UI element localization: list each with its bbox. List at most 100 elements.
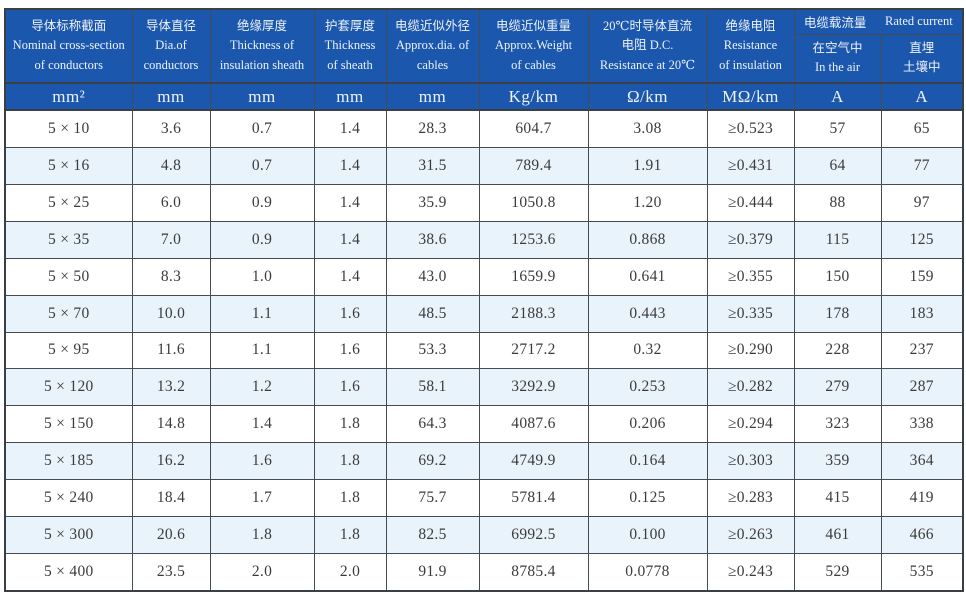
table-cell: 4749.9 [478, 442, 589, 480]
table-cell: 6.0 [131, 184, 211, 222]
table-cell: 279 [793, 368, 882, 407]
table-row: 5 × 185 16.2 1.6 1.8 69.2 4749.9 0.164 ≥0.303 35… [4, 442, 964, 480]
table-cell: 1.7 [209, 478, 315, 517]
col-header-approx-weight: 电缆近似重量 Approx.Weight of cables [478, 8, 589, 84]
table-cell: 91.9 [385, 552, 480, 592]
unit-conductor-dia: mm [131, 82, 211, 111]
table-cell: 31.5 [385, 147, 480, 186]
table-cell: 1050.8 [478, 184, 589, 222]
col-header-sheath-thickness: 护套厚度 Thickness of sheath [313, 8, 387, 84]
table-cell: 1.8 [313, 478, 387, 517]
table-cell: 5 × 300 [4, 515, 133, 554]
table-cell: 0.868 [587, 221, 708, 259]
col-group-rated-current: 电缆载流量 Rated current [793, 8, 964, 35]
header-row-main: 导体标称截面 Nominal cross-section of conducto… [4, 8, 964, 84]
table-cell: 5 × 240 [4, 478, 133, 517]
col-header-approx-dia: 电缆近似外径 Approx.dia. of cables [385, 8, 480, 84]
table-cell: 5 × 150 [4, 405, 133, 444]
table-cell: 8.3 [131, 257, 211, 296]
table-cell: 2717.2 [478, 331, 589, 370]
table-cell: 0.641 [587, 257, 708, 296]
table-cell: 0.253 [587, 368, 708, 407]
table-cell: 150 [793, 257, 882, 296]
table-cell: 1.8 [313, 515, 387, 554]
table-row: 5 × 240 18.4 1.7 1.8 75.7 5781.4 0.125 ≥0.283 41… [4, 478, 964, 517]
unit-approx-dia: mm [385, 82, 480, 111]
table-cell: 38.6 [385, 221, 480, 259]
col-header-current-in-air: 在空气中 In the air [793, 33, 882, 84]
table-row: 5 × 70 10.0 1.1 1.6 48.5 2188.3 0.443 ≥0.335 178… [4, 294, 964, 333]
table-cell: 359 [793, 442, 882, 480]
col-header-conductor-dia: 导体直径 Dia.of conductors [131, 8, 211, 84]
table-cell: ≥0.523 [706, 109, 795, 149]
table-cell: 64.3 [385, 405, 480, 444]
table-cell: 0.164 [587, 442, 708, 480]
table-cell: 159 [880, 257, 964, 296]
table-cell: 338 [880, 405, 964, 444]
table-cell: 5 × 70 [4, 294, 133, 333]
table-cell: 5 × 95 [4, 331, 133, 370]
table-cell: 1.1 [209, 331, 315, 370]
table-cell: ≥0.444 [706, 184, 795, 222]
table-cell: 1.4 [313, 184, 387, 222]
table-cell: ≥0.355 [706, 257, 795, 296]
table-cell: 419 [880, 478, 964, 517]
col-header-cross-section: 导体标称截面 Nominal cross-section of conducto… [4, 8, 133, 84]
table-row: 5 × 400 23.5 2.0 2.0 91.9 8785.4 0.0778 ≥0.243 5… [4, 552, 964, 592]
table-cell: 287 [880, 368, 964, 407]
table-cell: 604.7 [478, 109, 589, 149]
table-cell: 10.0 [131, 294, 211, 333]
table-cell: 57 [793, 109, 882, 149]
col-header-current-buried: 直埋 土壤中 [880, 33, 964, 84]
table-cell: 14.8 [131, 405, 211, 444]
table-cell: 1.4 [313, 221, 387, 259]
table-cell: 1.6 [313, 294, 387, 333]
table-row: 5 × 50 8.3 1.0 1.4 43.0 1659.9 0.641 ≥0.355 150 1… [4, 257, 964, 296]
table-cell: 6992.5 [478, 515, 589, 554]
table-cell: 5 × 16 [4, 147, 133, 186]
table-cell: 4.8 [131, 147, 211, 186]
table-cell: 48.5 [385, 294, 480, 333]
table-cell: ≥0.335 [706, 294, 795, 333]
table-cell: 1.6 [313, 331, 387, 370]
table-row: 5 × 120 13.2 1.2 1.6 58.1 3292.9 0.253 ≥0.282 27… [4, 368, 964, 407]
table-body: 5 × 10 3.6 0.7 1.4 28.3 604.7 3.08 ≥0.523 57 65 5 … [4, 109, 964, 592]
table-cell: 1.6 [313, 368, 387, 407]
table-cell: 64 [793, 147, 882, 186]
col-header-dc-resistance: 20℃时导体直流 电阻 D.C. Resistance at 20℃ [587, 8, 708, 84]
table-cell: 0.9 [209, 184, 315, 222]
header-row-units: mm² mm mm mm mm Kg/km Ω/km MΩ/km A A [4, 82, 964, 111]
table-cell: 58.1 [385, 368, 480, 407]
table-cell: 0.32 [587, 331, 708, 370]
table-cell: 237 [880, 331, 964, 370]
unit-cross-section: mm² [4, 82, 133, 111]
table-cell: 535 [880, 552, 964, 592]
table-cell: ≥0.290 [706, 331, 795, 370]
table-cell: 1.4 [313, 109, 387, 149]
unit-approx-weight: Kg/km [478, 82, 589, 111]
table-cell: 1.8 [313, 442, 387, 480]
unit-insulation-resistance: MΩ/km [706, 82, 795, 111]
table-cell: 1.4 [209, 405, 315, 444]
table-cell: ≥0.294 [706, 405, 795, 444]
table-row: 5 × 300 20.6 1.8 1.8 82.5 6992.5 0.100 ≥0.263 46… [4, 515, 964, 554]
table-cell: 323 [793, 405, 882, 444]
table-cell: 3292.9 [478, 368, 589, 407]
table-cell: 0.125 [587, 478, 708, 517]
table-cell: 0.7 [209, 147, 315, 186]
table-cell: 1.4 [313, 257, 387, 296]
table-cell: 13.2 [131, 368, 211, 407]
table-row: 5 × 10 3.6 0.7 1.4 28.3 604.7 3.08 ≥0.523 57 65 [4, 109, 964, 149]
rated-current-group-label-en: Rated current [885, 14, 953, 29]
table-cell: 529 [793, 552, 882, 592]
table-cell: 65 [880, 109, 964, 149]
table-cell: 1.0 [209, 257, 315, 296]
table-cell: ≥0.263 [706, 515, 795, 554]
col-header-insulation-resistance: 绝缘电阻 Resistance of insulation [706, 8, 795, 84]
table-cell: 16.2 [131, 442, 211, 480]
table-cell: 1.8 [313, 405, 387, 444]
table-cell: ≥0.431 [706, 147, 795, 186]
header-row-sub: 在空气中 In the air 直埋 土壤中 [5, 33, 964, 84]
table-cell: 43.0 [385, 257, 480, 296]
table-cell: 88 [793, 184, 882, 222]
